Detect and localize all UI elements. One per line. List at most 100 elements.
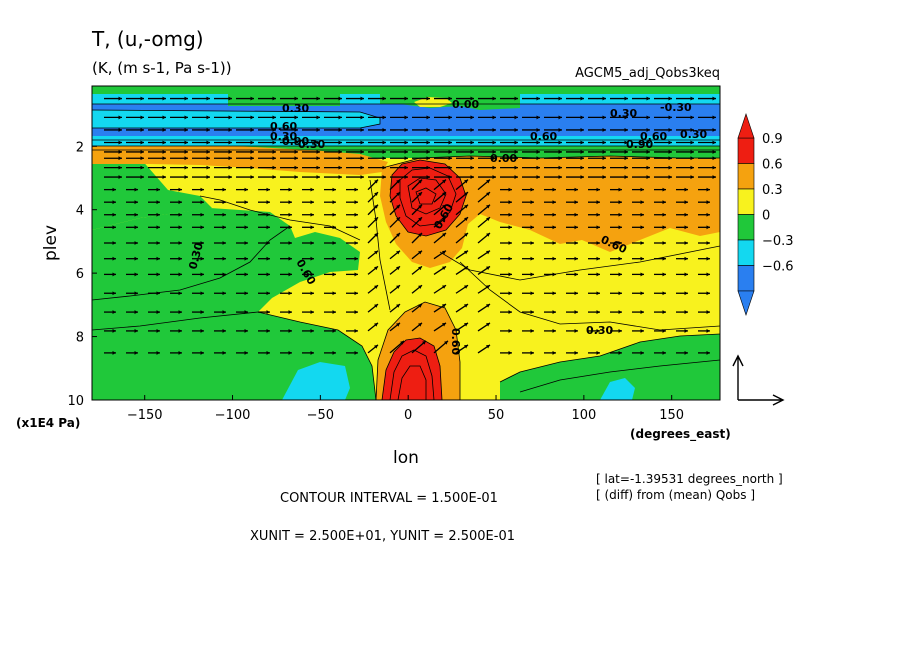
wind-vector bbox=[544, 212, 556, 217]
wind-vector bbox=[302, 272, 314, 277]
y-tick-label: 4 bbox=[76, 204, 84, 219]
wind-vector bbox=[632, 128, 650, 132]
fill-region-green-topbump bbox=[228, 86, 340, 106]
wind-vector bbox=[654, 272, 666, 277]
wind-vector bbox=[500, 200, 512, 205]
wind-vector bbox=[411, 303, 423, 313]
wind-vector bbox=[214, 212, 226, 217]
contour-line-8 bbox=[407, 177, 447, 215]
wind-vector bbox=[192, 350, 204, 355]
wind-vector bbox=[148, 200, 160, 205]
wind-vector bbox=[280, 241, 292, 245]
wind-vector bbox=[588, 187, 600, 192]
wind-vector bbox=[258, 225, 270, 230]
wind-vector bbox=[411, 191, 423, 203]
contour-line-16 bbox=[91, 225, 291, 301]
wind-vector bbox=[412, 115, 430, 120]
wind-vector bbox=[148, 291, 160, 296]
wind-vector bbox=[280, 329, 292, 333]
wind-vector bbox=[412, 140, 430, 145]
wind-vector bbox=[676, 329, 688, 333]
contour-label: 0.30 bbox=[282, 102, 309, 115]
wind-vector bbox=[632, 165, 650, 170]
wind-vector bbox=[389, 303, 401, 313]
wind-vector bbox=[302, 175, 320, 179]
contour-line-19 bbox=[499, 333, 721, 383]
wind-vector bbox=[367, 303, 379, 313]
wind-vector bbox=[148, 96, 166, 101]
wind-vector bbox=[170, 165, 188, 170]
wind-vector bbox=[258, 256, 270, 261]
wind-vector bbox=[214, 291, 226, 296]
wind-vector bbox=[236, 187, 248, 192]
wind-vector bbox=[258, 212, 270, 217]
wind-vector bbox=[588, 165, 606, 170]
wind-vector bbox=[588, 241, 600, 245]
wind-vector bbox=[588, 291, 600, 296]
wind-vector bbox=[148, 212, 160, 217]
wind-vector bbox=[192, 187, 204, 192]
wind-vector bbox=[455, 265, 469, 275]
wind-vector bbox=[411, 204, 423, 216]
wind-vector bbox=[478, 128, 496, 132]
wind-vector bbox=[566, 115, 584, 120]
wind-vector bbox=[544, 187, 556, 192]
x-tick-label: −100 bbox=[215, 408, 251, 423]
x-tick-label: −50 bbox=[307, 408, 334, 423]
wind-vector bbox=[214, 350, 226, 355]
wind-vector bbox=[170, 225, 182, 230]
contour-line-6 bbox=[389, 159, 467, 237]
x-tick-label: 150 bbox=[659, 408, 684, 423]
wind-vector bbox=[632, 96, 650, 101]
wind-vector bbox=[280, 140, 298, 145]
x-tick-label: 100 bbox=[571, 408, 596, 423]
wind-vector bbox=[148, 310, 160, 314]
wind-vector bbox=[258, 128, 276, 132]
wind-vector bbox=[324, 140, 342, 145]
wind-vector bbox=[390, 128, 408, 132]
wind-vector bbox=[170, 200, 182, 205]
wind-vector bbox=[236, 96, 254, 101]
y-tick-label: 6 bbox=[76, 267, 84, 282]
wind-vector bbox=[654, 329, 666, 333]
wind-vector bbox=[610, 310, 622, 314]
contour-line-10 bbox=[381, 337, 443, 401]
wind-vector bbox=[433, 216, 447, 228]
wind-vector bbox=[654, 350, 666, 355]
wind-vector bbox=[500, 329, 512, 333]
wind-vector bbox=[346, 175, 364, 179]
wind-vector bbox=[676, 212, 688, 217]
wind-vector bbox=[698, 291, 710, 296]
wind-vector bbox=[698, 310, 710, 314]
wind-vector bbox=[346, 115, 364, 120]
wind-vector bbox=[280, 291, 292, 296]
wind-vector bbox=[258, 200, 270, 205]
wind-vector bbox=[654, 128, 672, 132]
wind-vector bbox=[610, 175, 628, 179]
wind-vector bbox=[500, 212, 512, 217]
wind-vector bbox=[126, 200, 138, 205]
fill-region-red-lower bbox=[382, 338, 442, 400]
wind-vector bbox=[192, 291, 204, 296]
wind-vector bbox=[258, 96, 276, 101]
wind-vector bbox=[368, 156, 386, 161]
wind-vector bbox=[192, 165, 210, 170]
wind-vector bbox=[412, 175, 430, 179]
diff-info: [ (diff) from (mean) Qobs ] bbox=[596, 488, 755, 502]
wind-vector bbox=[434, 150, 452, 154]
wind-vector bbox=[698, 256, 710, 261]
wind-vector bbox=[654, 140, 672, 145]
wind-vector bbox=[104, 291, 116, 296]
wind-vector bbox=[280, 272, 292, 277]
wind-vector bbox=[236, 115, 254, 120]
wind-vector bbox=[478, 150, 496, 154]
wind-vector bbox=[126, 150, 144, 154]
wind-vector bbox=[104, 96, 122, 101]
wind-vector bbox=[126, 256, 138, 261]
wind-vector bbox=[170, 115, 188, 120]
wind-vector bbox=[126, 165, 144, 170]
wind-vector bbox=[258, 272, 270, 277]
wind-vector bbox=[148, 150, 166, 154]
wind-vector bbox=[632, 140, 650, 145]
